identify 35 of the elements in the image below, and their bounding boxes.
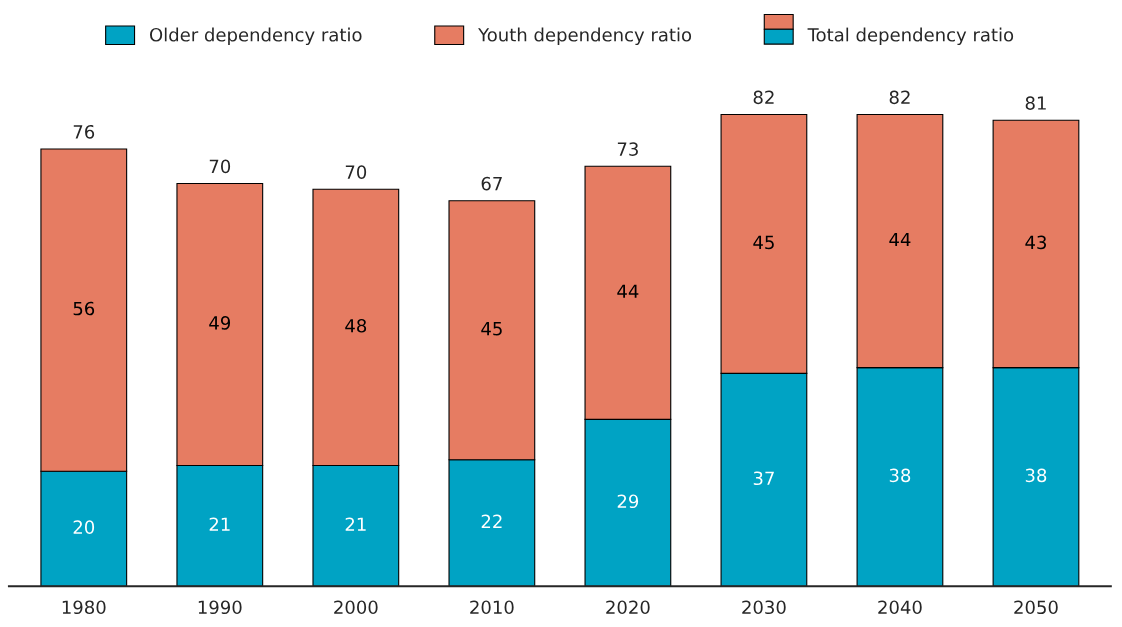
data-label: 44: [889, 232, 911, 247]
x-tick-label: 2020: [606, 600, 650, 615]
x-tick-label: 2050: [1014, 600, 1058, 615]
total-label: 82: [753, 90, 774, 105]
data-label: 21: [209, 517, 230, 531]
data-label: 38: [1025, 468, 1047, 483]
total-label: 81: [1025, 96, 1046, 110]
x-tick-label: 2030: [742, 600, 786, 615]
data-label: 44: [617, 284, 639, 298]
data-label: 49: [209, 316, 231, 330]
total-label: 76: [73, 124, 95, 139]
data-label: 29: [617, 494, 639, 509]
data-label: 43: [1025, 235, 1047, 250]
x-tick-label: 2000: [334, 600, 378, 615]
legend-label: Youth dependency ratio: [478, 27, 692, 46]
total-label: 70: [345, 165, 367, 179]
data-label: 56: [73, 301, 95, 316]
data-label: 20: [73, 520, 95, 534]
data-label: 22: [481, 514, 502, 528]
data-label: 21: [345, 517, 366, 531]
total-label: 67: [481, 176, 502, 191]
data-label: 45: [481, 322, 502, 336]
text: Total dependency ratio: [807, 27, 1014, 46]
legend-label: Older dependency ratio: [150, 27, 362, 46]
data-label: 48: [345, 318, 367, 333]
data-label: 38: [889, 468, 911, 483]
data-label: 37: [753, 471, 774, 486]
x-tick-label: 1980: [62, 600, 106, 615]
total-label: 73: [617, 142, 638, 156]
data-label: 45: [753, 235, 774, 250]
total-label: 70: [209, 159, 231, 174]
total-label: 82: [889, 90, 910, 105]
x-tick-label: 1990: [198, 600, 242, 615]
x-tick-label: 2010: [470, 600, 514, 615]
x-tick-label: 2040: [878, 600, 922, 615]
